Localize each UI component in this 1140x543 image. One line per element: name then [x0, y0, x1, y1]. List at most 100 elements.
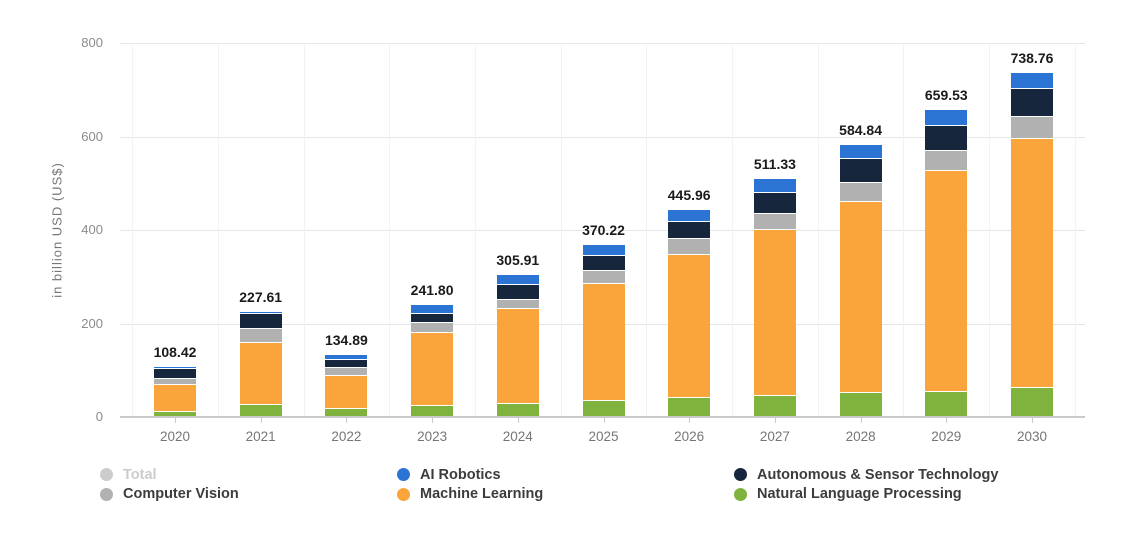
bar-segment-computer-vision-2030[interactable] [1011, 116, 1053, 139]
legend-item-autonomous-sensor-technology[interactable]: Autonomous & Sensor Technology [734, 467, 998, 483]
bar-segment-ai-robotics-2025[interactable] [582, 243, 625, 255]
bar-segment-autonomous-sensor-technology-2025[interactable] [582, 254, 625, 270]
x-axis-tick-2030 [1032, 418, 1033, 423]
bar-segment-ai-robotics-2022[interactable] [325, 353, 368, 359]
x-axis-label-2021: 2021 [245, 429, 276, 444]
bar-segment-machine-learning-2021[interactable] [239, 341, 282, 405]
gridline-x-boundary [217, 43, 219, 417]
legend-item-total[interactable]: Total [100, 467, 397, 483]
bar-segment-autonomous-sensor-technology-2023[interactable] [411, 313, 454, 323]
bar-segment-ai-robotics-2026[interactable] [668, 208, 711, 221]
bar-segment-computer-vision-2020[interactable] [154, 378, 196, 384]
gridline-x-boundary [817, 43, 819, 417]
bar-total-label-2024: 305.91 [496, 251, 540, 268]
bar-segment-computer-vision-2023[interactable] [411, 322, 454, 333]
bar-segment-machine-learning-2025[interactable] [582, 282, 625, 400]
bar-segment-computer-vision-2025[interactable] [582, 269, 625, 283]
legend-dot-icon [734, 487, 747, 501]
bar-column-2021 [239, 310, 282, 417]
legend-dot-icon [397, 487, 410, 501]
bar-segment-machine-learning-2020[interactable] [154, 383, 196, 412]
legend-item-computer-vision[interactable]: Computer Vision [100, 486, 397, 502]
legend-dot-icon [397, 468, 410, 482]
gridline-x-boundary [989, 43, 991, 417]
bar-segment-ai-robotics-2020[interactable] [154, 366, 196, 368]
x-axis-label-2025: 2025 [588, 429, 619, 444]
x-axis-label-2020: 2020 [159, 429, 191, 444]
y-tick-label-400: 400 [81, 222, 103, 237]
bar-segment-computer-vision-2027[interactable] [753, 213, 796, 230]
gridline-x-boundary [132, 43, 134, 417]
x-axis-tick-2023 [432, 418, 434, 423]
gridline-y-600 [120, 136, 1085, 138]
bar-segment-ai-robotics-2028[interactable] [839, 143, 882, 158]
bar-segment-natural-language-processing-2023[interactable] [411, 405, 454, 417]
bar-segment-ai-robotics-2029[interactable] [925, 108, 968, 125]
bar-segment-machine-learning-2028[interactable] [839, 200, 882, 393]
bar-segment-ai-robotics-2030[interactable] [1011, 71, 1053, 89]
bar-segment-autonomous-sensor-technology-2022[interactable] [325, 358, 368, 367]
bar-segment-natural-language-processing-2022[interactable] [325, 407, 368, 417]
y-tick-label-200: 200 [81, 315, 103, 331]
bar-segment-natural-language-processing-2020[interactable] [154, 411, 196, 417]
bar-column-2024 [496, 274, 539, 417]
bar-column-2028 [839, 143, 882, 417]
bar-column-2022 [325, 353, 368, 417]
legend-dot-icon [100, 468, 113, 482]
y-tick-label-0: 0 [95, 409, 103, 424]
bar-segment-computer-vision-2024[interactable] [496, 299, 539, 309]
bar-segment-autonomous-sensor-technology-2024[interactable] [496, 284, 539, 300]
legend-item-label: Natural Language Processing [757, 486, 962, 503]
bar-segment-machine-learning-2027[interactable] [753, 229, 796, 396]
bar-segment-ai-robotics-2024[interactable] [496, 274, 539, 285]
bar-total-label-2027: 511.33 [753, 155, 796, 172]
gridline-x-boundary [389, 43, 391, 417]
bar-segment-natural-language-processing-2024[interactable] [496, 402, 539, 417]
bar-segment-natural-language-processing-2026[interactable] [668, 397, 711, 417]
x-axis-label-2026: 2026 [674, 429, 705, 444]
bar-segment-computer-vision-2029[interactable] [925, 149, 968, 170]
bar-segment-ai-robotics-2027[interactable] [753, 177, 796, 192]
bar-segment-computer-vision-2026[interactable] [668, 237, 711, 254]
bar-total-label-2021: 227.61 [239, 288, 283, 305]
bar-segment-natural-language-processing-2021[interactable] [239, 404, 282, 417]
bar-column-2020 [154, 366, 196, 417]
bar-segment-autonomous-sensor-technology-2030[interactable] [1011, 88, 1053, 117]
x-axis-tick-2025 [603, 418, 605, 423]
legend-item-natural-language-processing[interactable]: Natural Language Processing [734, 486, 998, 502]
bar-segment-computer-vision-2028[interactable] [839, 181, 882, 201]
bar-segment-ai-robotics-2021[interactable] [239, 310, 282, 313]
bar-segment-machine-learning-2022[interactable] [325, 374, 368, 408]
bar-segment-autonomous-sensor-technology-2021[interactable] [239, 312, 282, 328]
legend-dot-icon [734, 468, 747, 482]
bar-segment-machine-learning-2030[interactable] [1011, 138, 1053, 387]
bar-total-label-2028: 584.84 [839, 121, 882, 138]
bar-segment-machine-learning-2024[interactable] [496, 308, 539, 403]
x-axis-tick-2020 [175, 418, 176, 423]
bar-segment-natural-language-processing-2028[interactable] [839, 392, 882, 417]
bar-segment-natural-language-processing-2030[interactable] [1011, 386, 1053, 417]
x-axis-tick-2027 [774, 418, 776, 423]
bar-segment-autonomous-sensor-technology-2026[interactable] [668, 220, 711, 238]
bar-segment-ai-robotics-2023[interactable] [411, 304, 454, 314]
bar-segment-machine-learning-2023[interactable] [411, 332, 454, 405]
bar-segment-autonomous-sensor-technology-2028[interactable] [839, 157, 882, 182]
bar-segment-machine-learning-2026[interactable] [668, 253, 711, 398]
bar-segment-machine-learning-2029[interactable] [925, 169, 968, 391]
legend-item-machine-learning[interactable]: Machine Learning [397, 486, 734, 502]
x-axis-label-2028: 2028 [845, 429, 876, 444]
bar-segment-autonomous-sensor-technology-2029[interactable] [925, 124, 968, 150]
gridline-y-400 [120, 230, 1085, 231]
bar-segment-natural-language-processing-2027[interactable] [753, 395, 796, 417]
bar-segment-autonomous-sensor-technology-2027[interactable] [753, 192, 796, 214]
gridline-x-boundary [474, 43, 476, 417]
x-axis-tick-2022 [346, 418, 348, 423]
bar-segment-computer-vision-2022[interactable] [325, 366, 368, 375]
legend-item-ai-robotics[interactable]: AI Robotics [397, 467, 734, 483]
bar-segment-natural-language-processing-2025[interactable] [582, 399, 625, 417]
bar-segment-computer-vision-2021[interactable] [239, 327, 282, 342]
bar-segment-autonomous-sensor-technology-2020[interactable] [154, 367, 196, 378]
bar-column-2023 [411, 304, 454, 417]
bar-segment-natural-language-processing-2029[interactable] [925, 390, 968, 417]
